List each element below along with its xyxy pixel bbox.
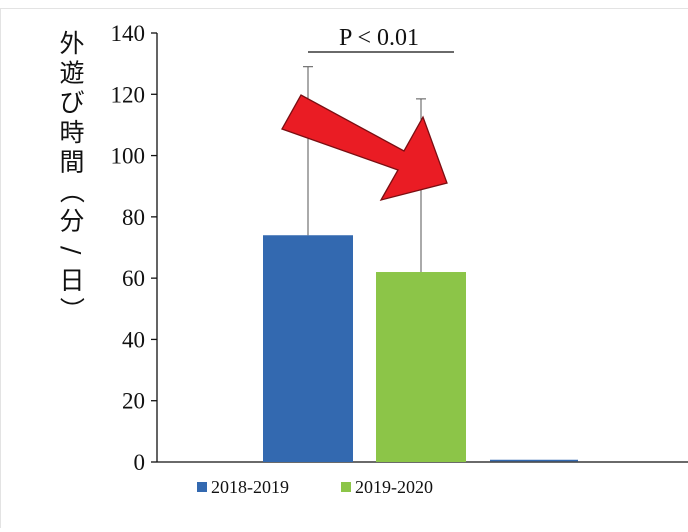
y-tick-label: 140 (111, 21, 146, 46)
bars (263, 235, 466, 462)
significance-annotation: P < 0.01 (308, 25, 454, 53)
y-tick-label: 120 (111, 82, 146, 107)
frame-top-border (0, 8, 688, 9)
bar-2019-2020 (376, 272, 466, 462)
y-axis-label-char: 外 (59, 29, 84, 58)
y-axis-label-char: / (57, 246, 86, 255)
legend-swatch-2019-2020 (341, 482, 351, 492)
y-axis-label-char: ） (57, 297, 86, 322)
arrow-shape (281, 94, 448, 202)
legend-label-2018-2019: 2018-2019 (211, 477, 289, 497)
y-tick-label: 80 (122, 205, 145, 230)
bar-2018-2019 (263, 235, 353, 462)
frame-left-border (0, 8, 1, 528)
legend-swatch-2018-2019 (197, 482, 207, 492)
y-tick-label: 60 (122, 266, 145, 291)
y-axis-label-char: 時 (59, 118, 84, 147)
y-axis-label-char: 間 (59, 147, 84, 176)
legend: 2018-2019 2019-2020 (197, 477, 433, 497)
legend-label-2019-2020: 2019-2020 (355, 477, 433, 497)
decrease-arrow (281, 94, 448, 202)
y-tick-label: 20 (122, 389, 145, 414)
y-axis: 0 20 40 60 80 100 120 140 (111, 21, 158, 475)
y-axis-label-char: 遊 (59, 59, 84, 88)
y-tick-label: 40 (122, 327, 145, 352)
y-axis-label-char: び (59, 88, 84, 117)
y-axis-label-char: 分 (59, 207, 84, 236)
y-tick-label: 0 (134, 450, 146, 475)
y-tick-label: 100 (111, 144, 146, 169)
y-axis-label-char: 日 (59, 266, 84, 295)
significance-label: P < 0.01 (339, 25, 419, 51)
y-axis-label-char: （ (57, 178, 86, 203)
